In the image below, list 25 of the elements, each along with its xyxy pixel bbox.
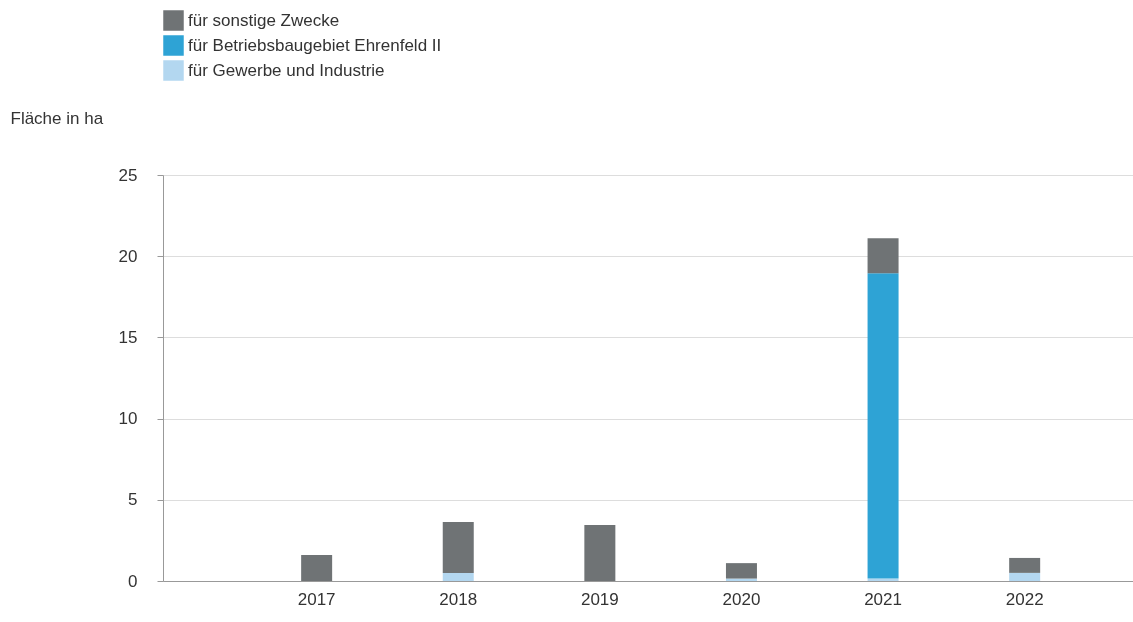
y-tick-label: 10 [118, 409, 138, 429]
legend-label: für sonstige Zwecke [188, 10, 340, 30]
x-tick-label: 2019 [580, 589, 619, 609]
y-tick-label: 0 [128, 571, 138, 591]
bar [867, 238, 899, 274]
bar [584, 524, 616, 581]
y-tick-label: 15 [118, 327, 138, 347]
x-tick-label: 2021 [864, 589, 902, 609]
bar [301, 555, 333, 581]
bar [1009, 557, 1041, 573]
bar [725, 563, 757, 579]
y-tick-label: 5 [128, 490, 138, 510]
legend-label: für Gewerbe und Industrie [188, 60, 385, 80]
x-tick-label: 2018 [439, 589, 478, 609]
legend-label: für Betriebsbaugebiet Ehrenfeld II [188, 35, 442, 55]
x-tick-label: 2017 [297, 589, 336, 609]
x-tick-label: 2022 [1005, 589, 1044, 609]
bar [1009, 572, 1041, 581]
bar [442, 522, 474, 573]
y-axis-title: Fläche in ha [10, 108, 104, 128]
x-tick-label: 2020 [722, 589, 761, 609]
bar [867, 273, 899, 579]
bar [442, 572, 474, 581]
y-tick-label: 20 [118, 246, 138, 266]
y-tick-label: 25 [118, 165, 138, 185]
